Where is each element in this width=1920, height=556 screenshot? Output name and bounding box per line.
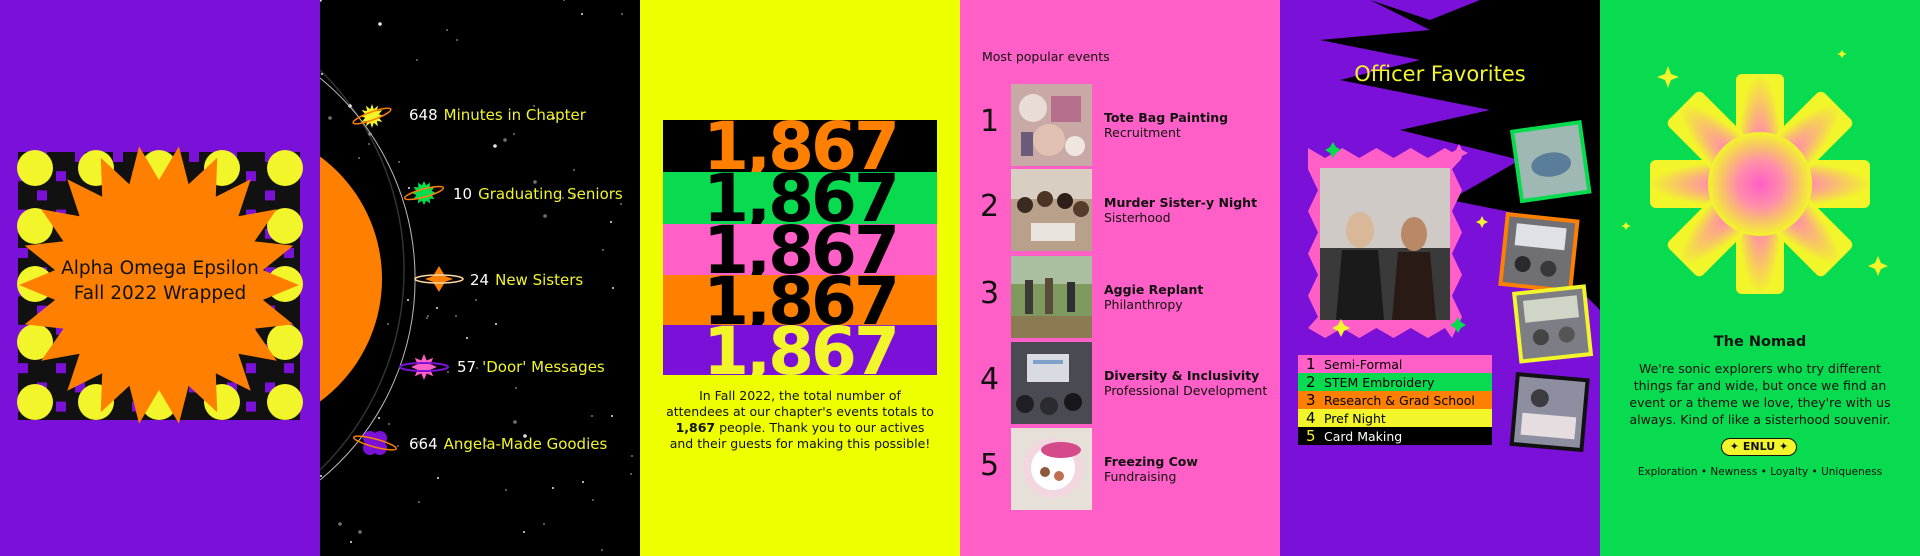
attendance-panel: 1,867 1,867 1,867 1,867 1,867 In Fall 20…: [640, 0, 960, 556]
orange-diamond-planet-icon: [414, 266, 464, 292]
persona-panel: The Nomad We're sonic explorers who try …: [1600, 0, 1920, 556]
favorite-item: 1 Semi-Formal: [1298, 355, 1492, 373]
officer-title: Officer Favorites: [1354, 62, 1526, 86]
stat-goodies: 664 Angela-Made Goodies: [409, 435, 608, 453]
nomad-graphic: [1621, 50, 1888, 294]
sparkle-icon: [1621, 50, 1888, 276]
space-graphic: [320, 0, 633, 551]
side-photo: [1509, 372, 1590, 453]
attendance-number-row: 1,867: [663, 224, 937, 276]
attendance-number-row: 1,867: [663, 275, 937, 327]
side-photo: [1512, 284, 1594, 364]
intro-title: Alpha Omega Epsilon Fall 2022 Wrapped: [61, 258, 259, 304]
favorite-item: 5 Card Making: [1298, 427, 1492, 445]
event-photo: [1011, 256, 1092, 338]
attendance-number-row: 1,867: [663, 172, 937, 224]
popular-heading: Most popular events: [982, 49, 1110, 64]
stats-panel: 648 Minutes in Chapter 10 Graduating Senio…: [320, 0, 640, 556]
favorite-item: 2 STEM Embroidery: [1298, 373, 1492, 391]
persona-badge: ✦ ENLU ✦: [1721, 438, 1797, 456]
attendance-number-row: 1,867: [663, 325, 937, 375]
sparkle-icon: ✦: [1778, 440, 1789, 453]
stat-seniors: 10 Graduating Seniors: [453, 185, 623, 203]
event-photo: [1011, 428, 1092, 510]
stat-door-messages: 57 'Door' Messages: [457, 358, 605, 376]
sun-planet-icon: [352, 104, 392, 128]
side-photo: [1510, 119, 1592, 204]
favorite-item: 3 Research & Grad School: [1298, 391, 1492, 409]
attendance-number-row: 1,867: [663, 120, 937, 172]
side-photo: [1498, 212, 1580, 294]
green-burst-planet-icon: [403, 181, 445, 205]
stat-new-sisters: 24 New Sisters: [470, 271, 584, 289]
sun-burst-graphic: [17, 146, 303, 424]
persona-description: We're sonic explorers who try different …: [1629, 361, 1891, 427]
officer-graphic: [1308, 0, 1600, 453]
favorite-item: 4 Pref Night: [1298, 409, 1492, 427]
event-photo: [1011, 84, 1092, 166]
persona-name: The Nomad: [1713, 334, 1807, 350]
intro-panel: Alpha Omega Epsilon Fall 2022 Wrapped: [0, 0, 320, 556]
stat-minutes: 648 Minutes in Chapter: [409, 106, 586, 124]
event-item: 2 Murder Sister-y Night Sisterhood: [960, 169, 1280, 251]
nomad-star-icon: [1650, 74, 1870, 294]
event-item: 4 Diversity & Inclusivity Professional D…: [960, 342, 1280, 424]
pink-star-planet-icon: [399, 354, 449, 380]
persona-traits: Exploration • Newness • Loyalty • Unique…: [1637, 466, 1883, 478]
sparkle-icon: ✦: [1729, 440, 1740, 453]
event-photo: [1011, 342, 1092, 424]
event-photo: [1011, 169, 1092, 251]
purple-flower-planet-icon: [352, 431, 398, 455]
attendance-caption: In Fall 2022, the total number of attend…: [666, 388, 934, 451]
officer-favorites-panel: Officer Favorites 1 Semi-Formal 2 STEM E…: [1280, 0, 1600, 556]
popular-events-panel: Most popular events 1 Tote Bag Painting …: [960, 0, 1280, 556]
event-item: 5 Freezing Cow Fundraising: [960, 428, 1280, 510]
sun-icon: [320, 156, 382, 402]
event-item: 1 Tote Bag Painting Recruitment: [960, 84, 1280, 166]
event-item: 3 Aggie Replant Philanthropy: [960, 256, 1280, 338]
